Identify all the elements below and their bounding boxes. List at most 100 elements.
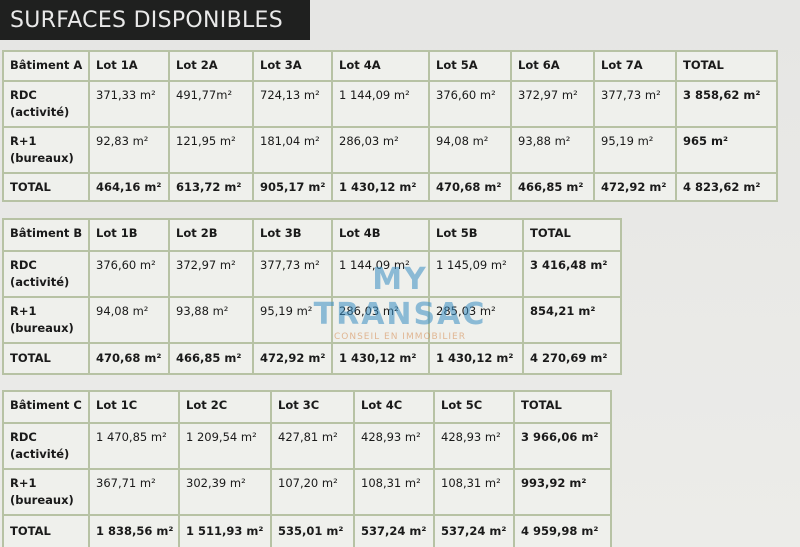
- value-cell: 94,08 m²: [88, 296, 170, 344]
- header-cell: Lot 4C: [353, 390, 435, 424]
- row-label-line: TOTAL: [10, 179, 51, 194]
- surface-table: Bâtiment C Lot 1C Lot 2C Lot 3C Lot 4C Lot 5C…: [2, 390, 612, 547]
- header-cell: Bâtiment C: [2, 390, 90, 424]
- value-cell: 93,88 m²: [168, 296, 254, 344]
- value-cell: 905,17 m²: [252, 172, 333, 202]
- row-label-line: R+1: [10, 134, 37, 148]
- value-cell: 108,31 m²: [353, 468, 435, 516]
- value-cell: 535,01 m²: [270, 514, 355, 547]
- header-row: Bâtiment A Lot 1A Lot 2A Lot 3A Lot 4A Lot 5A…: [2, 50, 778, 82]
- row-label: TOTAL: [2, 172, 90, 202]
- row-label-line: RDC: [10, 258, 37, 272]
- data-row: R+1 (bureaux) 94,08 m² 93,88 m² 95,19 m² 286,…: [2, 296, 622, 344]
- header-cell: Lot 4A: [331, 50, 430, 82]
- value-cell: 367,71 m²: [88, 468, 180, 516]
- value-cell: 472,92 m²: [593, 172, 677, 202]
- value-cell: 376,60 m²: [88, 250, 170, 298]
- value-cell: 427,81 m²: [270, 422, 355, 470]
- value-cell: 181,04 m²: [252, 126, 333, 174]
- header-cell: Lot 1B: [88, 218, 170, 252]
- header-cell: Lot 1A: [88, 50, 170, 82]
- header-cell: Lot 2C: [178, 390, 272, 424]
- value-cell: 95,19 m²: [593, 126, 677, 174]
- value-cell: 1 430,12 m²: [331, 172, 430, 202]
- value-cell: 537,24 m²: [433, 514, 515, 547]
- row-label-line: RDC: [10, 88, 37, 102]
- value-cell: 1 430,12 m²: [331, 342, 430, 375]
- value-cell: 4 823,62 m²: [675, 172, 778, 202]
- row-label-line: RDC: [10, 430, 37, 444]
- row-label-line: R+1: [10, 304, 37, 318]
- value-cell: 371,33 m²: [88, 80, 170, 128]
- header-row: Bâtiment B Lot 1B Lot 2B Lot 3B Lot 4B Lot 5B…: [2, 218, 622, 252]
- value-cell: 1 511,93 m²: [178, 514, 272, 547]
- value-cell: 377,73 m²: [252, 250, 333, 298]
- value-cell: 1 145,09 m²: [428, 250, 524, 298]
- row-label-line: (bureaux): [10, 151, 74, 165]
- header-cell: Lot 3B: [252, 218, 333, 252]
- row-label: TOTAL: [2, 342, 90, 375]
- data-row: TOTAL 470,68 m² 466,85 m² 472,92 m² 1 430,12…: [2, 342, 622, 375]
- value-cell: 1 144,09 m²: [331, 80, 430, 128]
- value-cell: 377,73 m²: [593, 80, 677, 128]
- value-cell: 4 959,98 m²: [513, 514, 612, 547]
- row-label-line: (bureaux): [10, 321, 74, 335]
- value-cell: 537,24 m²: [353, 514, 435, 547]
- data-row: RDC (activité) 1 470,85 m² 1 209,54 m² 427,8…: [2, 422, 612, 470]
- value-cell: 428,93 m²: [433, 422, 515, 470]
- value-cell: 1 838,56 m²: [88, 514, 180, 547]
- data-row: TOTAL 1 838,56 m² 1 511,93 m² 535,01 m² 537,…: [2, 514, 612, 547]
- value-cell: 466,85 m²: [510, 172, 595, 202]
- header-cell: Lot 5C: [433, 390, 515, 424]
- header-cell: TOTAL: [513, 390, 612, 424]
- header-row: Bâtiment C Lot 1C Lot 2C Lot 3C Lot 4C Lot 5C…: [2, 390, 612, 424]
- value-cell: 94,08 m²: [428, 126, 512, 174]
- value-cell: 1 209,54 m²: [178, 422, 272, 470]
- header-cell: Lot 2B: [168, 218, 254, 252]
- row-label-line: (activité): [10, 275, 70, 289]
- surface-table: Bâtiment B Lot 1B Lot 2B Lot 3B Lot 4B Lot 5B…: [2, 218, 622, 375]
- value-cell: 107,20 m²: [270, 468, 355, 516]
- value-cell: 372,97 m²: [168, 250, 254, 298]
- row-label: RDC (activité): [2, 80, 90, 128]
- value-cell: 1 144,09 m²: [331, 250, 430, 298]
- value-cell: 302,39 m²: [178, 468, 272, 516]
- header-cell: Lot 2A: [168, 50, 254, 82]
- row-label-line: R+1: [10, 476, 37, 490]
- header-cell: TOTAL: [522, 218, 622, 252]
- header-cell: TOTAL: [675, 50, 778, 82]
- header-cell: Lot 1C: [88, 390, 180, 424]
- data-row: R+1 (bureaux) 367,71 m² 302,39 m² 107,20 m² 1…: [2, 468, 612, 516]
- value-cell: 470,68 m²: [88, 342, 170, 375]
- value-cell: 613,72 m²: [168, 172, 254, 202]
- value-cell: 93,88 m²: [510, 126, 595, 174]
- row-label-line: (bureaux): [10, 493, 74, 507]
- data-row: TOTAL 464,16 m² 613,72 m² 905,17 m² 1 430,12…: [2, 172, 778, 202]
- value-cell: 724,13 m²: [252, 80, 333, 128]
- header-cell: Bâtiment A: [2, 50, 90, 82]
- value-cell: 472,92 m²: [252, 342, 333, 375]
- value-cell: 1 470,85 m²: [88, 422, 180, 470]
- value-cell: 466,85 m²: [168, 342, 254, 375]
- value-cell: 3 966,06 m²: [513, 422, 612, 470]
- row-label: RDC (activité): [2, 422, 90, 470]
- value-cell: 121,95 m²: [168, 126, 254, 174]
- value-cell: 464,16 m²: [88, 172, 170, 202]
- value-cell: 3 858,62 m²: [675, 80, 778, 128]
- header-cell: Lot 6A: [510, 50, 595, 82]
- row-label-line: (activité): [10, 105, 70, 119]
- data-row: RDC (activité) 376,60 m² 372,97 m² 377,73 m²…: [2, 250, 622, 298]
- value-cell: 372,97 m²: [510, 80, 595, 128]
- value-cell: 428,93 m²: [353, 422, 435, 470]
- value-cell: 965 m²: [675, 126, 778, 174]
- value-cell: 470,68 m²: [428, 172, 512, 202]
- value-cell: 285,03 m²: [428, 296, 524, 344]
- value-cell: 1 430,12 m²: [428, 342, 524, 375]
- header-cell: Lot 3C: [270, 390, 355, 424]
- header-cell: Lot 7A: [593, 50, 677, 82]
- value-cell: 376,60 m²: [428, 80, 512, 128]
- value-cell: 95,19 m²: [252, 296, 333, 344]
- value-cell: 286,03 m²: [331, 296, 430, 344]
- header-cell: Lot 5B: [428, 218, 524, 252]
